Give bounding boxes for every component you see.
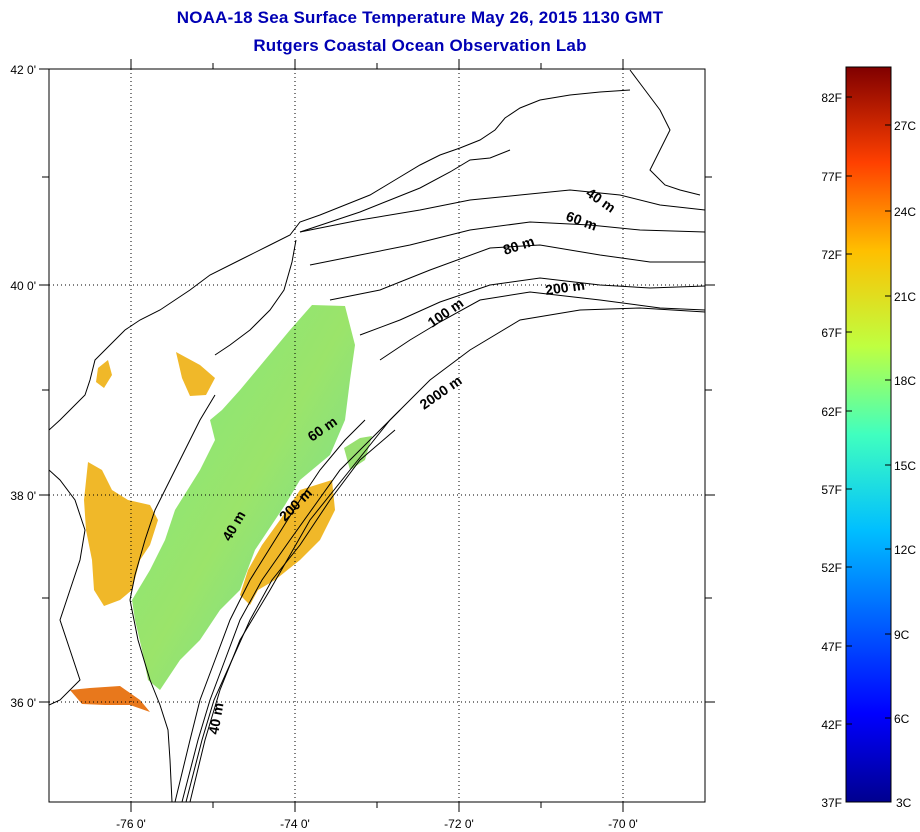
lon-label-72: -72 0': [444, 817, 474, 831]
colorbar-c-label: 9C: [894, 628, 910, 642]
colorbar-c-label: 21C: [894, 290, 916, 304]
colorbar-f-label: 47F: [821, 640, 842, 654]
colorbar-c-label: 24C: [894, 205, 916, 219]
coastline-east: [49, 89, 631, 431]
colorbar-c-label: 12C: [894, 543, 916, 557]
sst-cape-hatteras-area: [70, 686, 150, 712]
depth-label: 40 m: [205, 701, 226, 735]
colorbar-c-label: 18C: [894, 374, 916, 388]
colorbar-f-label: 52F: [821, 561, 842, 575]
colorbar-c-label: 6C: [894, 712, 910, 726]
lat-label-36: 36 0': [10, 696, 36, 710]
frame-ticks: [39, 59, 715, 812]
lon-label-74: -74 0': [280, 817, 310, 831]
coastline-va-nc: [129, 599, 173, 802]
isobath-40m-south: [174, 419, 366, 802]
coastline-nj: [214, 239, 297, 356]
lat-label-38: 38 0': [10, 489, 36, 503]
colorbar-f-label: 67F: [821, 326, 842, 340]
isobath-60m-south: [181, 409, 401, 802]
isobath-2000m: [189, 307, 705, 802]
coastline-delmarva: [129, 394, 216, 601]
depth-label: 2000 m: [417, 372, 465, 412]
colorbar-c-label: 3C: [896, 796, 912, 810]
sst-delaware-bay: [176, 352, 215, 396]
graticule: [49, 69, 705, 802]
colorbar-c-label: 15C: [894, 459, 916, 473]
isobath-60m-north: [309, 221, 705, 266]
lon-label-76: -76 0': [116, 817, 146, 831]
colorbar-f-labels: 82F 77F 72F 67F 62F 57F 52F 47F 42F 37F: [821, 91, 842, 810]
chesapeake-shore: [49, 469, 86, 706]
lat-labels: 42 0' 40 0' 38 0' 36 0': [10, 63, 36, 710]
coastline-longisland: [299, 149, 511, 233]
colorbar-f-label: 72F: [821, 248, 842, 262]
colorbar-c-label: 27C: [894, 119, 916, 133]
isobath-200m-south: [185, 429, 396, 802]
sst-chesapeake-bay: [84, 462, 158, 606]
isobath-200m: [359, 277, 705, 336]
map-subtitle: Rutgers Coastal Ocean Observation Lab: [253, 36, 587, 55]
isobath-80m: [329, 244, 705, 301]
colorbar-ticks: [846, 96, 891, 725]
colorbar-c-labels: 27C 24C 21C 18C 15C 12C 9C 6C 3C: [894, 119, 916, 810]
sst-gulf-stream-edge: [240, 480, 335, 605]
colorbar-f-label: 82F: [821, 91, 842, 105]
colorbar-f-label: 57F: [821, 483, 842, 497]
sst-shelf-water: [132, 305, 355, 690]
coastline-cape-cod: [629, 69, 701, 196]
isobath-40m-north: [299, 189, 705, 233]
colorbar-f-label: 62F: [821, 405, 842, 419]
lon-labels: -76 0' -74 0' -72 0' -70 0': [116, 817, 638, 831]
map-title: NOAA-18 Sea Surface Temperature May 26, …: [176, 8, 664, 27]
colorbar-f-label: 77F: [821, 170, 842, 184]
colorbar: [845, 66, 892, 803]
sst-upper-bay: [96, 360, 112, 388]
depth-label: 200 m: [544, 277, 586, 298]
lat-label-42: 42 0': [10, 63, 36, 77]
depth-label: 60 m: [564, 208, 599, 234]
colorbar-f-label: 37F: [821, 796, 842, 810]
lon-label-70: -70 0': [608, 817, 638, 831]
colorbar-f-label: 42F: [821, 718, 842, 732]
depth-label: 40 m: [583, 184, 618, 215]
isobath-100m: [379, 291, 705, 361]
map-content: [49, 69, 705, 802]
depth-label: 80 m: [501, 233, 536, 258]
lat-label-40: 40 0': [10, 279, 36, 293]
